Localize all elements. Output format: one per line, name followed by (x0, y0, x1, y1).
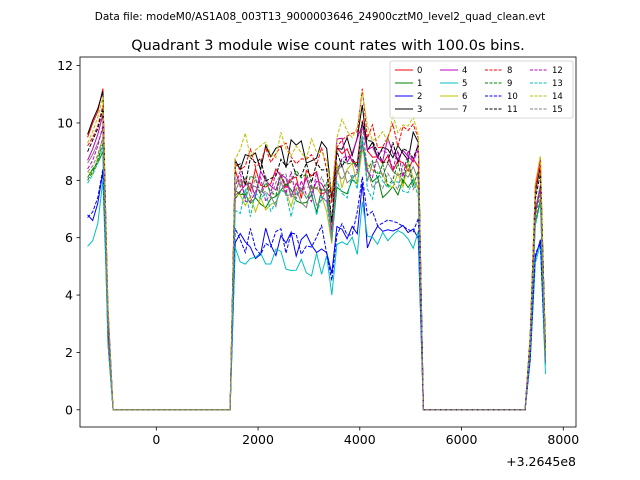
y-tick-label: 10 (57, 115, 73, 130)
series-line-9 (87, 139, 546, 411)
legend-label-9: 9 (507, 79, 512, 89)
y-tick-label: 12 (57, 58, 73, 73)
legend-label-11: 11 (507, 105, 518, 115)
series-line-7 (87, 128, 546, 411)
series-line-0 (87, 88, 546, 411)
series-line-6 (87, 137, 546, 411)
series-line-11 (87, 108, 546, 411)
series-line-14 (87, 92, 546, 411)
legend-label-14: 14 (552, 92, 563, 102)
legend-box (389, 60, 574, 119)
chart-title: Quadrant 3 module wise count rates with … (131, 38, 525, 54)
series-line-13 (87, 135, 546, 411)
x-tick-label: 2000 (242, 432, 274, 447)
x-axis-offset-label: +3.2645e8 (506, 454, 576, 469)
series-layer (87, 88, 546, 411)
y-tick-label: 4 (65, 288, 73, 303)
legend-label-6: 6 (462, 92, 467, 102)
y-tick-label: 0 (65, 402, 73, 417)
y-tick-label: 8 (65, 173, 73, 188)
x-tick-label: 4000 (344, 432, 376, 447)
legend-label-0: 0 (417, 66, 422, 76)
y-tick-label: 6 (65, 230, 73, 245)
series-line-8 (87, 88, 546, 411)
figure-suptitle: Data file: modeM0/AS1A08_003T13_90000036… (95, 11, 546, 23)
legend-label-12: 12 (552, 66, 563, 76)
series-line-3 (87, 91, 546, 411)
series-line-15 (87, 126, 546, 411)
legend-label-7: 7 (462, 105, 467, 115)
y-tick-label: 2 (65, 345, 73, 360)
legend-label-5: 5 (462, 79, 467, 89)
legend-label-4: 4 (462, 66, 467, 76)
legend-label-8: 8 (507, 66, 512, 76)
series-line-2 (87, 171, 546, 411)
legend-label-13: 13 (552, 79, 563, 89)
legend-label-10: 10 (507, 92, 518, 102)
series-line-12 (87, 125, 546, 411)
x-tick-label: 0 (152, 432, 160, 447)
legend-label-1: 1 (417, 79, 422, 89)
legend-label-3: 3 (417, 105, 422, 115)
x-tick-label: 6000 (446, 432, 478, 447)
legend-label-2: 2 (417, 92, 422, 102)
series-line-1 (87, 143, 546, 411)
plot-frame (79, 56, 577, 428)
series-line-4 (87, 114, 546, 411)
legend-label-15: 15 (552, 105, 563, 115)
x-tick-label: 8000 (547, 432, 579, 447)
